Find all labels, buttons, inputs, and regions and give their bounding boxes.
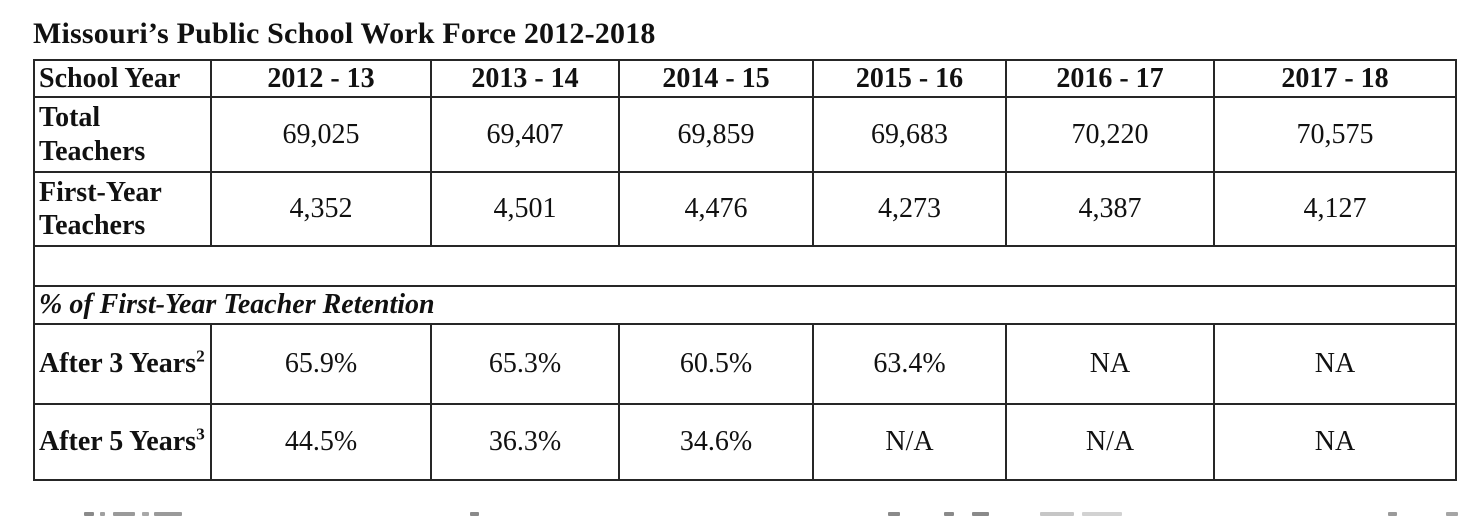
retention-section-title: % of First-Year Teacher Retention: [33, 285, 1457, 325]
footnote-marker-2: 2: [196, 347, 205, 367]
value-cell: 69,025: [210, 96, 432, 173]
value-cell: 4,273: [812, 171, 1007, 247]
row-label-after-5-years: After 5 Years3: [33, 403, 212, 481]
value-cell: 65.9%: [210, 323, 432, 405]
value-cell: 69,683: [812, 96, 1007, 173]
row-label-first-year-teachers: First-Year Teachers: [33, 171, 212, 247]
table-row-after-5-years: After 5 Years3 44.5% 36.3% 34.6% N/A N/A…: [33, 403, 1457, 481]
page-title: Missouri’s Public School Work Force 2012…: [33, 17, 656, 50]
row-label-text: After 5 Years: [39, 426, 197, 458]
cutoff-text-fragment: [944, 512, 954, 516]
value-cell: 69,407: [430, 96, 620, 173]
cutoff-text-fragment: [470, 512, 479, 516]
cutoff-text-fragment: [100, 512, 105, 516]
table-row-after-3-years: After 3 Years2 65.9% 65.3% 60.5% 63.4% N…: [33, 323, 1457, 405]
value-cell: NA: [1213, 323, 1457, 405]
cutoff-text-fragment: [972, 512, 989, 516]
table-row-total-teachers: Total Teachers 69,025 69,407 69,859 69,6…: [33, 96, 1457, 173]
value-cell: 70,575: [1213, 96, 1457, 173]
value-cell: NA: [1005, 323, 1215, 405]
cutoff-text-fragment: [1446, 512, 1458, 516]
table-row-first-year-teachers: First-Year Teachers 4,352 4,501 4,476 4,…: [33, 171, 1457, 247]
cutoff-text-fragment: [1082, 512, 1122, 516]
cutoff-footnote-line: [0, 503, 1471, 519]
value-cell: 4,352: [210, 171, 432, 247]
col-header-2013-14: 2013 - 14: [430, 59, 620, 98]
col-header-2016-17: 2016 - 17: [1005, 59, 1215, 98]
value-cell: NA: [1213, 403, 1457, 481]
row-label-text: After 3 Years: [39, 348, 197, 380]
cutoff-text-fragment: [888, 512, 900, 516]
value-cell: 4,476: [618, 171, 814, 247]
row-label-after-3-years: After 3 Years2: [33, 323, 212, 405]
cutoff-text-fragment: [113, 512, 135, 516]
value-cell: 4,387: [1005, 171, 1215, 247]
cutoff-text-fragment: [1388, 512, 1397, 516]
value-cell: 34.6%: [618, 403, 814, 481]
workforce-table: School Year 2012 - 13 2013 - 14 2014 - 1…: [33, 59, 1457, 481]
cutoff-text-fragment: [142, 512, 149, 516]
spacer-row: [33, 245, 1457, 287]
cutoff-text-fragment: [84, 512, 94, 516]
value-cell: 60.5%: [618, 323, 814, 405]
value-cell: 63.4%: [812, 323, 1007, 405]
col-header-2012-13: 2012 - 13: [210, 59, 432, 98]
col-header-2015-16: 2015 - 16: [812, 59, 1007, 98]
value-cell: 70,220: [1005, 96, 1215, 173]
value-cell: N/A: [812, 403, 1007, 481]
value-cell: 69,859: [618, 96, 814, 173]
spacer-cell: [33, 245, 1457, 287]
value-cell: 36.3%: [430, 403, 620, 481]
cutoff-text-fragment: [154, 512, 182, 516]
col-header-school-year: School Year: [33, 59, 212, 98]
value-cell: 4,501: [430, 171, 620, 247]
value-cell: 44.5%: [210, 403, 432, 481]
header-row: School Year 2012 - 13 2013 - 14 2014 - 1…: [33, 59, 1457, 98]
row-label-total-teachers: Total Teachers: [33, 96, 212, 173]
value-cell: N/A: [1005, 403, 1215, 481]
value-cell: 4,127: [1213, 171, 1457, 247]
footnote-marker-3: 3: [196, 425, 205, 445]
cutoff-text-fragment: [1040, 512, 1074, 516]
col-header-2014-15: 2014 - 15: [618, 59, 814, 98]
retention-section-header-row: % of First-Year Teacher Retention: [33, 285, 1457, 325]
col-header-2017-18: 2017 - 18: [1213, 59, 1457, 98]
value-cell: 65.3%: [430, 323, 620, 405]
